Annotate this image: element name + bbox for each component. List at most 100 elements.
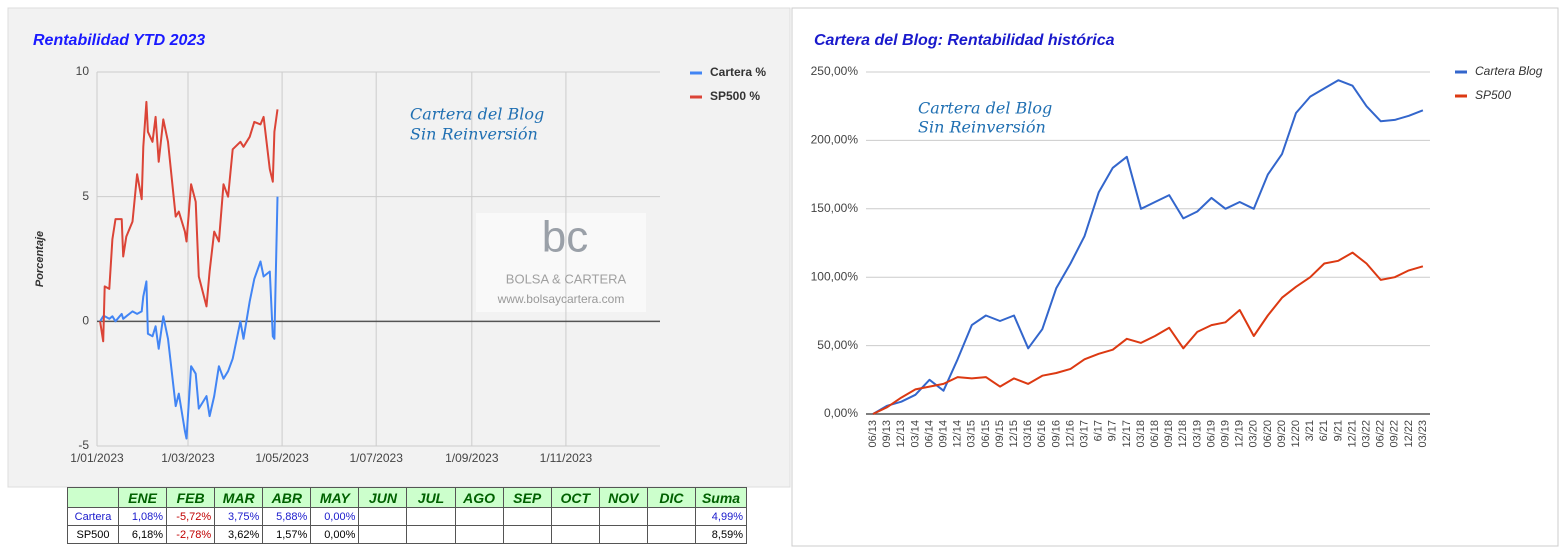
watermark-name: BOLSA & CARTERA [506,271,627,286]
header-cell [67,487,119,508]
header-cell: DIC [646,487,697,508]
x-tick-label: 6/17 [1093,420,1105,441]
value-cell: 5,88% [262,507,312,526]
x-tick-label: 9/17 [1107,420,1119,441]
x-tick-label: 06/14 [923,420,935,448]
value-cell: 1,08% [117,507,168,526]
data-row: Cartera 1,08% -5,72% 3,75% 5,88% 0,00% 4,99% [67,507,747,526]
x-tick-label: 9/21 [1332,420,1344,441]
x-tick-label: 09/16 [1050,420,1062,448]
x-tick-label: 09/15 [994,420,1006,448]
header-cell: Suma [695,487,747,508]
x-tick-label: 09/14 [937,420,949,448]
series-line [872,79,1424,415]
watermark-url: www.bolsaycartera.com [497,292,625,306]
annotation: Sin Reinversión [410,125,538,144]
x-tick-label: 03/22 [1360,420,1372,448]
x-tick-label: 06/15 [980,420,992,448]
data-row: SP500 6,18% -2,78% 3,62% 1,57% 0,00% 8,59% [67,525,747,544]
value-cell: 1,57% [262,525,312,544]
x-tick-label: 03/19 [1191,420,1203,448]
y-tick-label: 10 [76,64,90,78]
empty-cell [598,507,648,526]
x-tick-label: 12/22 [1403,420,1415,448]
y-tick-label: 5 [82,189,89,203]
x-tick-label: 12/16 [1064,420,1076,448]
header-cell: MAR [214,487,264,508]
y-tick-label: 0 [82,314,89,328]
value-cell: 8,59% [695,525,747,544]
legend-label: Cartera Blog [1475,64,1543,78]
header-cell: OCT [550,487,600,508]
x-tick-label: 06/22 [1375,420,1387,448]
x-tick-label: 6/21 [1318,420,1330,441]
legend-label: Cartera % [710,65,766,79]
empty-cell [550,525,600,544]
x-tick-label: 03/14 [909,420,921,448]
legend-label: SP500 % [710,89,760,103]
x-tick-label: 1/11/2023 [540,451,593,465]
y-tick-label: 250,00% [811,64,859,78]
empty-cell [646,507,697,526]
header-cell: SEP [502,487,552,508]
x-tick-label: 3/21 [1304,420,1316,441]
monthly-table: ENE FEB MAR ABR MAY JUN JUL AGO SEP OCT NOV DIC Suma… [67,487,747,544]
row-label: SP500 [67,525,119,544]
series-line [99,100,279,343]
x-tick-label: 09/13 [881,420,893,448]
empty-cell [406,507,456,526]
value-cell: 3,75% [214,507,264,526]
empty-cell [550,507,600,526]
empty-cell [454,525,504,544]
empty-cell [358,525,408,544]
x-tick-label: 09/20 [1276,420,1288,448]
chart-title: Rentabilidad YTD 2023 [33,32,205,49]
x-tick-label: 12/20 [1290,420,1302,448]
value-cell: 6,18% [117,525,168,544]
empty-cell [502,507,552,526]
x-tick-label: 06/13 [867,420,879,448]
value-cell: 3,62% [214,525,264,544]
header-cell: JUN [358,487,408,508]
header-cell: FEB [166,487,216,508]
legend-label: SP500 [1475,88,1511,102]
y-tick-label: 200,00% [811,133,859,147]
x-tick-label: 12/17 [1121,420,1133,448]
header-cell: ENE [117,487,168,508]
header-cell: MAY [310,487,360,508]
y-tick-label: 0,00% [824,406,858,420]
empty-cell [358,507,408,526]
x-tick-label: 1/01/2023 [70,451,124,465]
y-axis-label: Porcentaje [34,231,46,287]
empty-cell [646,525,697,544]
x-tick-label: 06/16 [1036,420,1048,448]
x-tick-label: 12/19 [1234,420,1246,448]
row-label: Cartera [67,507,119,526]
value-cell: 4,99% [695,507,747,526]
y-tick-label: -5 [78,438,89,452]
empty-cell [598,525,648,544]
x-tick-label: 1/05/2023 [255,451,309,465]
x-tick-label: 03/17 [1078,420,1090,448]
x-tick-label: 12/18 [1177,420,1189,448]
value-cell: -5,72% [166,507,216,526]
x-tick-label: 03/18 [1135,420,1147,448]
header-cell: JUL [406,487,456,508]
watermark-box [476,213,646,312]
x-tick-label: 12/15 [1008,420,1020,448]
empty-cell [454,507,504,526]
y-tick-label: 100,00% [811,269,859,283]
x-tick-label: 03/15 [966,420,978,448]
y-tick-label: 150,00% [811,201,859,215]
x-tick-label: 12/21 [1346,420,1358,448]
x-tick-label: 06/18 [1149,420,1161,448]
header-cell: AGO [454,487,504,508]
x-tick-label: 12/14 [952,420,964,448]
annotation: Cartera del Blog [918,99,1052,118]
x-tick-label: 09/19 [1219,420,1231,448]
x-tick-label: 03/16 [1022,420,1034,448]
empty-cell [502,525,552,544]
series-line [99,196,279,440]
